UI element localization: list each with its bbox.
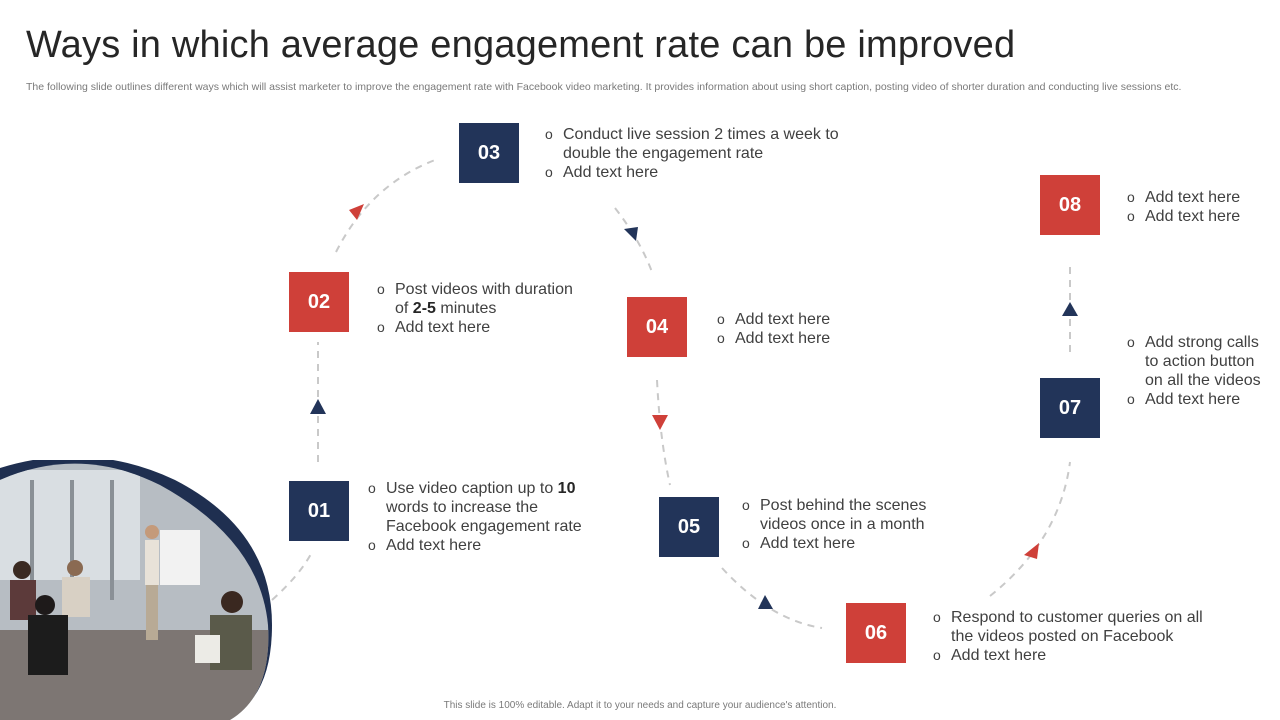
arrow-07-08	[1062, 302, 1078, 316]
step-02-text: Post videos with duration of 2-5 minutes…	[377, 280, 587, 337]
arrow-01-02	[310, 399, 326, 414]
arrow-03-04	[624, 227, 638, 241]
step-03-badge: 03	[459, 123, 519, 183]
step-01-bullet: Add text here	[368, 536, 593, 555]
step-06-bullet: Respond to customer queries on all the v…	[933, 608, 1213, 646]
arrow-06-07	[1024, 543, 1039, 559]
step-07-bullet: Add strong calls to action button on all…	[1127, 333, 1262, 390]
step-02-bullet: Add text here	[377, 318, 587, 337]
connector-05-06	[721, 567, 823, 629]
step-02-bullet: Post videos with duration of 2-5 minutes	[377, 280, 587, 318]
step-08-bullet: Add text here	[1127, 207, 1262, 226]
step-01-badge: 01	[289, 481, 349, 541]
page-subtitle: The following slide outlines different w…	[26, 81, 1182, 93]
step-01-bullet: Use video caption up to 10 words to incr…	[368, 479, 593, 536]
connector-04-05	[656, 379, 671, 486]
step-06-bullet: Add text here	[933, 646, 1213, 665]
step-05-badge: 05	[659, 497, 719, 557]
footer-note: This slide is 100% editable. Adapt it to…	[443, 700, 837, 711]
arrow-04-05	[652, 415, 668, 430]
step-06-badge: 06	[846, 603, 906, 663]
step-07-text: Add strong calls to action button on all…	[1127, 333, 1262, 409]
arrow-02-03	[349, 204, 364, 220]
arrow-05-06	[758, 595, 773, 609]
step-03-text: Conduct live session 2 times a week to d…	[545, 125, 855, 182]
step-05-bullet: Add text here	[742, 534, 942, 553]
step-04-badge: 04	[627, 297, 687, 357]
step-07-badge: 07	[1040, 378, 1100, 438]
step-05-bullet: Post behind the scenes videos once in a …	[742, 496, 942, 534]
connector-06-07	[989, 461, 1071, 597]
step-03-bullet: Conduct live session 2 times a week to d…	[545, 125, 855, 163]
step-06-text: Respond to customer queries on all the v…	[933, 608, 1213, 665]
step-04-bullet: Add text here	[717, 329, 897, 348]
connector-02-03	[335, 159, 436, 253]
page-title: Ways in which average engagement rate ca…	[26, 24, 1016, 66]
step-08-bullet: Add text here	[1127, 188, 1262, 207]
step-08-badge: 08	[1040, 175, 1100, 235]
step-08-text: Add text here Add text here	[1127, 188, 1262, 226]
step-07-bullet: Add text here	[1127, 390, 1262, 409]
connector-03-04	[614, 207, 653, 273]
connector-start	[271, 551, 313, 601]
step-01-text: Use video caption up to 10 words to incr…	[368, 479, 593, 555]
step-03-bullet: Add text here	[545, 163, 855, 182]
step-05-text: Post behind the scenes videos once in a …	[742, 496, 942, 553]
step-04-text: Add text here Add text here	[717, 310, 897, 348]
step-02-badge: 02	[289, 272, 349, 332]
team-meeting-photo	[0, 460, 272, 720]
step-04-bullet: Add text here	[717, 310, 897, 329]
